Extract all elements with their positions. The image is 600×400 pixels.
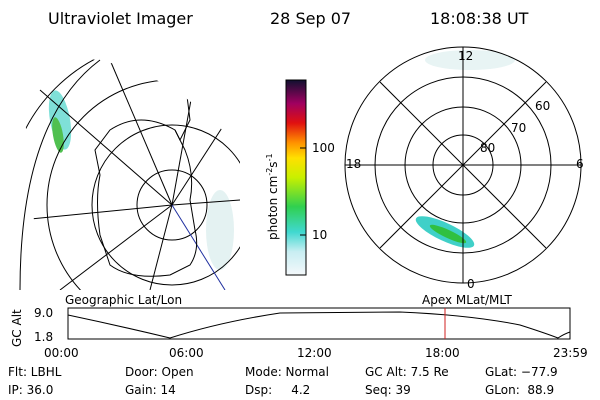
orbit-x-label: 00:00: [44, 346, 79, 360]
info-field: GLat: −77.9: [485, 365, 558, 379]
orbit-x-label: 12:00: [297, 346, 332, 360]
mlt-label: 6: [576, 157, 584, 171]
orbit-left-label: Geographic Lat/Lon: [65, 293, 182, 307]
info-field: Flt: LBHL: [8, 365, 62, 379]
mlat-label: 60: [535, 99, 550, 113]
time: 18:08:38 UT: [430, 9, 529, 28]
mlat-label: 80: [480, 141, 495, 155]
mlt-label: 12: [458, 49, 473, 63]
info-field: Gain: 14: [125, 383, 176, 397]
orbit-right-label: Apex MLat/MLT: [422, 293, 512, 307]
orbit-y-title: GC Alt: [10, 309, 24, 347]
info-field: GLon: 88.9: [485, 383, 554, 397]
info-field: Seq: 39: [365, 383, 411, 397]
polar-plot: [345, 47, 581, 283]
map-limb: [19, 59, 101, 291]
orbit-y-label: 1.8: [34, 330, 53, 344]
orbit-curve: [67, 311, 571, 339]
mlat-label: 70: [511, 121, 526, 135]
colorbar-tick: 10: [312, 228, 327, 242]
orbit-x-label: 18:00: [425, 346, 460, 360]
mlt-label: 18: [346, 157, 361, 171]
info-field: IP: 36.0: [8, 383, 53, 397]
orbit-x-label: 06:00: [169, 346, 204, 360]
date: 28 Sep 07: [270, 9, 351, 28]
info-field: GC Alt: 7.5 Re: [365, 365, 449, 379]
orbit-x-label: 23:59: [553, 346, 588, 360]
info-field: Mode: Normal: [245, 365, 329, 379]
orbit-y-label: 9.0: [34, 306, 53, 320]
orbit-frame: [67, 307, 571, 340]
colorbar-unit: photon cm-2s-1: [265, 153, 280, 240]
title: Ultraviolet Imager: [48, 9, 193, 28]
info-table: Flt: LBHL Door: Open Mode: Normal GC Alt: 7…: [8, 365, 558, 397]
colorbar-tick: 100: [312, 141, 335, 155]
info-field: Door: Open: [125, 365, 194, 379]
colorbar: [285, 79, 307, 276]
info-field: Dsp: 4.2: [245, 383, 310, 397]
mlt-label: 0: [467, 277, 475, 291]
